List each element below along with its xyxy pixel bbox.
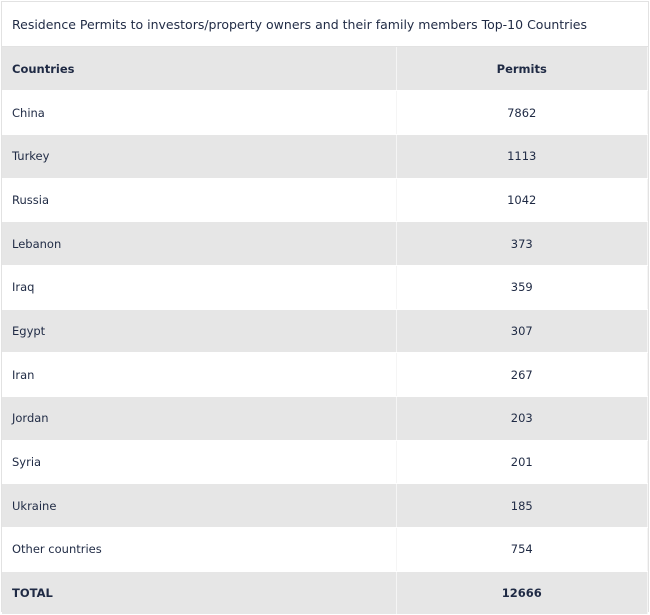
table-row: Lebanon 373 bbox=[2, 221, 648, 266]
table-row: Ukraine 185 bbox=[2, 483, 648, 529]
table-title: Residence Permits to investors/property … bbox=[2, 2, 648, 47]
table-row: Egypt 307 bbox=[2, 309, 648, 354]
permits-cell: 7862 bbox=[396, 90, 648, 135]
permits-cell: 203 bbox=[396, 396, 648, 441]
country-cell: Turkey bbox=[2, 134, 397, 179]
country-cell: Iraq bbox=[2, 265, 397, 310]
permits-cell: 1113 bbox=[396, 134, 648, 179]
table-row: Jordan 203 bbox=[2, 396, 648, 441]
country-cell: Lebanon bbox=[2, 221, 397, 266]
total-row: TOTAL 12666 bbox=[2, 571, 648, 615]
permits-table: Countries Permits China 7862 Turkey 1113… bbox=[2, 47, 648, 615]
header-permits: Permits bbox=[396, 47, 648, 92]
country-cell: Jordan bbox=[2, 396, 397, 441]
permits-cell: 373 bbox=[396, 221, 648, 266]
total-label: TOTAL bbox=[2, 571, 397, 615]
country-cell: Iran bbox=[2, 352, 397, 397]
country-cell: Syria bbox=[2, 440, 397, 485]
country-cell: Other countries bbox=[2, 527, 397, 572]
permits-cell: 201 bbox=[396, 440, 648, 485]
table-row: Iraq 359 bbox=[2, 265, 648, 310]
header-countries: Countries bbox=[2, 47, 397, 92]
permits-cell: 267 bbox=[396, 352, 648, 397]
permits-cell: 307 bbox=[396, 309, 648, 354]
table-row: China 7862 bbox=[2, 90, 648, 135]
table-row: Other countries 754 bbox=[2, 527, 648, 572]
country-cell: Egypt bbox=[2, 309, 397, 354]
table-row: Iran 267 bbox=[2, 352, 648, 397]
header-row: Countries Permits bbox=[2, 47, 648, 92]
table-row: Turkey 1113 bbox=[2, 134, 648, 179]
country-cell: Ukraine bbox=[2, 483, 397, 529]
total-value: 12666 bbox=[396, 571, 648, 615]
country-cell: China bbox=[2, 90, 397, 135]
table-row: Syria 201 bbox=[2, 440, 648, 485]
table-row: Russia 1042 bbox=[2, 178, 648, 223]
country-cell: Russia bbox=[2, 178, 397, 223]
permits-cell: 1042 bbox=[396, 178, 648, 223]
permits-cell: 754 bbox=[396, 527, 648, 572]
permits-cell: 185 bbox=[396, 483, 648, 529]
permits-cell: 359 bbox=[396, 265, 648, 310]
